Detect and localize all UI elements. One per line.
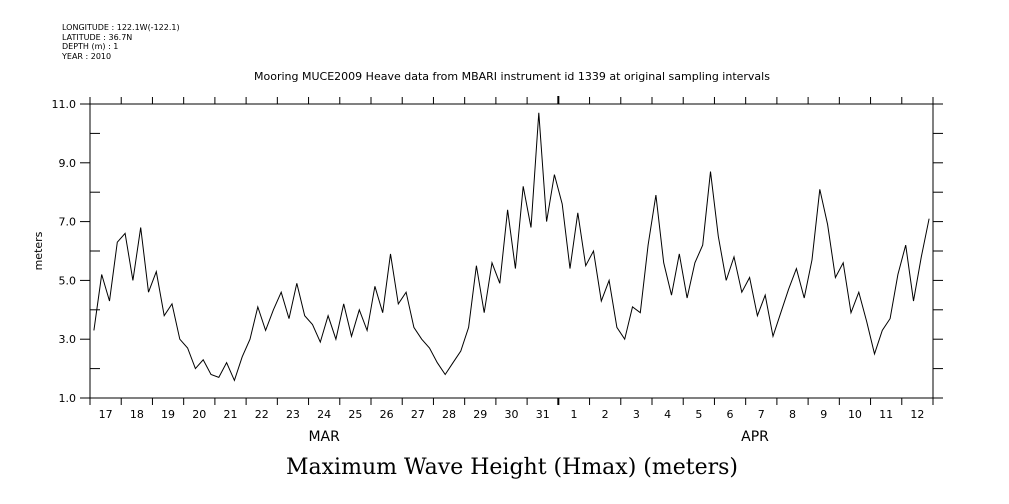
x-tick-label: 26 — [380, 408, 394, 421]
plot-frame — [89, 103, 934, 399]
y-tick-label: 11.0 — [52, 98, 77, 111]
x-tick-label: 5 — [695, 408, 702, 421]
y-tick-label: 5.0 — [59, 274, 77, 287]
month-label: MAR — [308, 429, 340, 445]
y-tick-label: 9.0 — [59, 157, 77, 170]
month-label: APR — [741, 429, 769, 445]
x-tick-label: 3 — [633, 408, 640, 421]
x-tick-label: 30 — [505, 408, 519, 421]
metadata-block: LONGITUDE : 122.1W(-122.1) LATITUDE : 36… — [61, 23, 180, 61]
x-tick-label: 29 — [473, 408, 487, 421]
x-tick-label: 6 — [727, 408, 734, 421]
chart-title: Mooring MUCE2009 Heave data from MBARI i… — [254, 70, 770, 83]
meta-depth: DEPTH (m) : 1 — [62, 42, 118, 51]
x-tick-label: 8 — [789, 408, 796, 421]
x-tick-label: 21 — [224, 408, 238, 421]
series-line-hmax — [93, 112, 930, 382]
y-tick-label: 3.0 — [59, 333, 77, 346]
meta-longitude: LONGITUDE : 122.1W(-122.1) — [62, 23, 180, 32]
meta-latitude: LATITUDE : 36.7N — [62, 33, 132, 42]
x-tick-label: 25 — [348, 408, 362, 421]
x-tick-label: 2 — [602, 408, 609, 421]
x-tick-label: 24 — [317, 408, 331, 421]
x-tick-label: 12 — [910, 408, 924, 421]
x-tick-label: 11 — [879, 408, 893, 421]
y-tick-label: 7.0 — [59, 216, 77, 229]
x-tick-label: 31 — [536, 408, 550, 421]
x-tick-label: 10 — [848, 408, 862, 421]
x-axis-title: Maximum Wave Height (Hmax) (meters) — [286, 455, 738, 480]
x-tick-label: 17 — [99, 408, 113, 421]
x-tick-label: 9 — [820, 408, 827, 421]
x-tick-label: 1 — [570, 408, 577, 421]
meta-year: YEAR : 2010 — [61, 52, 111, 61]
y-axis-label: meters — [32, 231, 45, 270]
x-tick-label: 23 — [286, 408, 300, 421]
y-tick-label: 1.0 — [59, 392, 77, 405]
x-tick-label: 7 — [758, 408, 765, 421]
x-tick-label: 18 — [130, 408, 144, 421]
x-tick-label: 4 — [664, 408, 671, 421]
x-tick-label: 22 — [255, 408, 269, 421]
x-tick-label: 19 — [161, 408, 175, 421]
x-tick-label: 28 — [442, 408, 456, 421]
x-tick-label: 27 — [411, 408, 425, 421]
x-tick-label: 20 — [192, 408, 206, 421]
